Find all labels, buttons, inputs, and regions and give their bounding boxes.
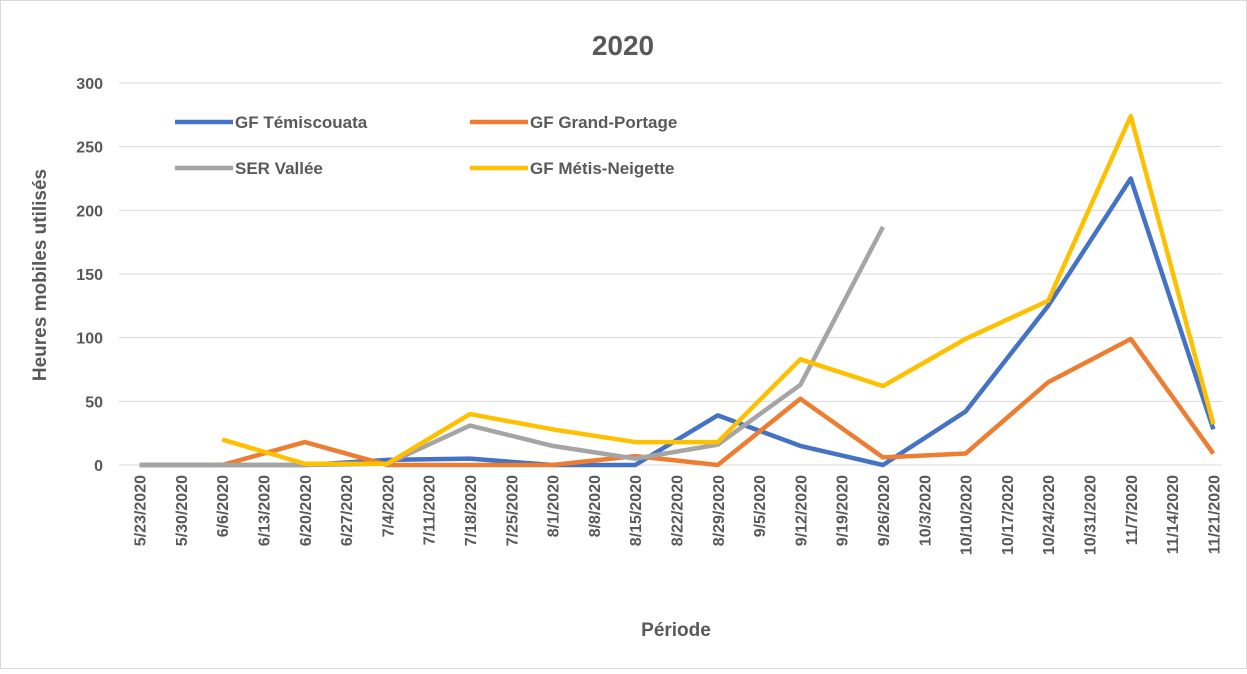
legend-label: GF Grand-Portage — [530, 113, 677, 132]
series-line — [139, 225, 885, 468]
x-tick-label: 5/30/2020 — [174, 475, 191, 546]
x-tick-label: 6/6/2020 — [215, 475, 232, 537]
y-tick-label: 150 — [76, 267, 103, 284]
x-tick-label: 10/3/2020 — [917, 475, 934, 546]
x-tick-label: 9/12/2020 — [793, 475, 810, 546]
x-tick-label: 8/15/2020 — [628, 475, 645, 546]
y-tick-label: 0 — [94, 458, 103, 475]
y-tick-label: 50 — [85, 394, 103, 411]
legend-label: GF Témiscouata — [235, 113, 368, 132]
x-tick-label: 8/1/2020 — [546, 475, 563, 537]
x-tick-label: 10/24/2020 — [1041, 475, 1058, 555]
x-tick-label: 8/29/2020 — [711, 475, 728, 546]
x-tick-label: 9/5/2020 — [752, 475, 769, 537]
series-line — [221, 113, 1216, 466]
x-tick-label: 9/26/2020 — [876, 475, 893, 546]
series-line — [139, 336, 1216, 468]
y-tick-label: 250 — [76, 140, 103, 157]
y-tick-label: 100 — [76, 331, 103, 348]
x-tick-label: 11/7/2020 — [1124, 475, 1141, 545]
x-tick-label: 6/13/2020 — [257, 475, 274, 546]
x-tick-label: 7/18/2020 — [463, 475, 480, 546]
x-tick-label: 9/19/2020 — [835, 475, 852, 546]
x-tick-label: 10/17/2020 — [1000, 475, 1017, 555]
y-tick-label: 200 — [76, 203, 103, 220]
y-axis-title: Heures mobiles utilisés — [30, 169, 51, 381]
x-tick-label: 7/25/2020 — [504, 475, 521, 546]
x-tick-label: 7/4/2020 — [380, 475, 397, 537]
x-tick-label: 6/20/2020 — [298, 475, 315, 546]
x-tick-label: 10/31/2020 — [1082, 475, 1099, 555]
chart-title: 2020 — [592, 30, 654, 61]
x-tick-label: 8/22/2020 — [670, 475, 687, 546]
x-tick-label: 6/27/2020 — [339, 475, 356, 546]
x-tick-label: 8/8/2020 — [587, 475, 604, 537]
x-axis-title: Période — [641, 620, 711, 641]
legend-label: GF Métis-Neigette — [530, 159, 675, 178]
x-tick-label: 5/23/2020 — [133, 475, 150, 546]
x-tick-label: 10/10/2020 — [959, 475, 976, 555]
x-tick-label: 11/21/2020 — [1206, 475, 1223, 554]
x-tick-label: 7/11/2020 — [422, 475, 439, 545]
y-tick-label: 300 — [76, 76, 103, 93]
legend-label: SER Vallée — [235, 159, 323, 178]
x-tick-label: 11/14/2020 — [1165, 475, 1182, 554]
